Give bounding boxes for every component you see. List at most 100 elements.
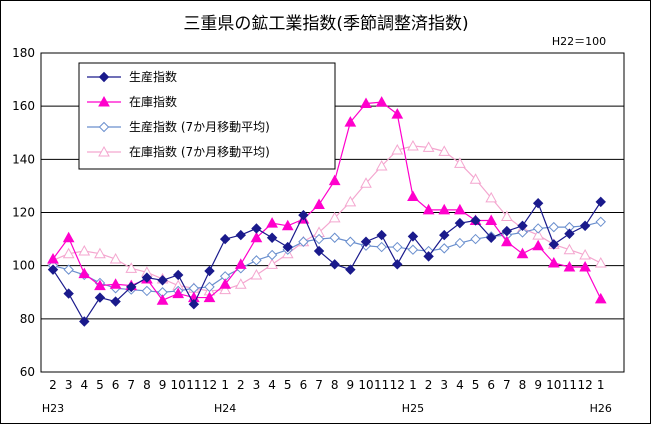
data-point [266, 217, 278, 228]
data-point [188, 299, 200, 310]
data-point [454, 237, 466, 249]
data-point [266, 232, 278, 243]
x-tick-label: 11 [186, 378, 201, 392]
data-point [172, 287, 185, 299]
data-point [94, 279, 106, 291]
era-label: H26 [590, 402, 612, 415]
x-tick-label: 11 [374, 378, 389, 392]
data-point [329, 232, 340, 243]
legend-label: 生産指数 [129, 69, 177, 84]
x-tick-label: 1 [221, 378, 229, 392]
data-point [328, 174, 341, 186]
data-point [219, 283, 231, 295]
x-tick-label: 3 [65, 378, 73, 392]
legend-marker [98, 95, 110, 107]
data-point [47, 252, 59, 264]
data-point [407, 231, 419, 242]
data-point [234, 278, 247, 289]
data-point [141, 272, 153, 283]
data-point [517, 227, 528, 238]
data-point [579, 220, 591, 231]
legend-label: 在庫指数 (7か月移動平均) [129, 144, 270, 159]
data-point [595, 196, 606, 208]
data-point [517, 220, 528, 231]
data-point [125, 262, 138, 273]
x-tick-label: 9 [159, 378, 167, 392]
series-layer [47, 96, 607, 327]
x-tick-label: 6 [112, 378, 120, 392]
era-label: H25 [402, 402, 424, 415]
data-point [204, 265, 215, 277]
data-point [250, 231, 263, 243]
data-point [126, 281, 137, 293]
data-point [109, 278, 122, 289]
x-tick-label: 7 [127, 378, 135, 392]
data-point [407, 190, 419, 202]
data-point [594, 256, 607, 268]
era-label: H24 [214, 402, 236, 415]
data-point [470, 215, 481, 226]
legend-box [78, 62, 336, 170]
data-point [250, 268, 263, 280]
data-point [63, 264, 74, 275]
chart-title: 三重県の鉱工業指数(季節調整済指数) [183, 14, 468, 34]
data-point [469, 173, 482, 184]
data-point [78, 267, 91, 279]
x-tick-label: 2 [237, 378, 245, 392]
y-tick-label: 140 [12, 152, 35, 166]
data-point [454, 157, 466, 168]
data-point [94, 292, 106, 303]
legend-item-3: 生産指数 (7か月移動平均) [87, 119, 270, 134]
data-point [109, 252, 122, 264]
data-point [532, 229, 544, 240]
data-point [251, 223, 262, 234]
data-point [532, 223, 544, 234]
x-axis: 2 3 4 5 6 7 8 9 10 11 12 1 2 3 4 5 6 7 8 9 10 11 12 1 2 3 4 5 6 7 8 9 10… [42, 378, 612, 415]
legend-item-2: 在庫指数 [87, 94, 177, 109]
x-tick-label: 8 [331, 378, 339, 392]
series-line [52, 201, 602, 323]
x-tick-label: 3 [253, 378, 261, 392]
series-2 [47, 96, 607, 305]
y-tick-label: 60 [20, 365, 35, 379]
x-tick-label: 12 [577, 378, 592, 392]
x-tick-label: 7 [315, 378, 323, 392]
data-point [485, 232, 497, 243]
data-point [438, 203, 451, 215]
x-tick-label: 10 [546, 378, 561, 392]
y-axis: 60 80 100 120 140 160 180 [12, 46, 35, 379]
data-point [501, 210, 513, 221]
y-tick-label: 100 [12, 259, 35, 273]
data-point [407, 140, 419, 151]
x-tick-label: 9 [534, 378, 542, 392]
data-point [329, 259, 340, 270]
data-point [157, 275, 168, 286]
data-point [219, 233, 231, 245]
data-point [376, 229, 387, 241]
data-point [219, 278, 231, 289]
data-point [282, 241, 293, 253]
data-point [391, 143, 404, 155]
legend-marker [98, 71, 110, 83]
data-point [141, 285, 153, 297]
data-point [156, 294, 169, 305]
data-point [470, 233, 481, 245]
data-point [328, 211, 341, 223]
data-point [298, 209, 309, 221]
data-point [234, 258, 247, 269]
data-point [501, 235, 513, 247]
legend-marker [98, 145, 110, 157]
data-point [281, 219, 294, 231]
data-point [94, 247, 106, 259]
data-point [375, 159, 388, 171]
data-point [360, 236, 372, 247]
data-point [454, 203, 466, 215]
era-label: H23 [42, 402, 64, 415]
data-point [62, 231, 75, 243]
data-point [203, 291, 216, 303]
legend-item-1: 生産指数 [87, 69, 177, 84]
data-point [392, 241, 403, 253]
